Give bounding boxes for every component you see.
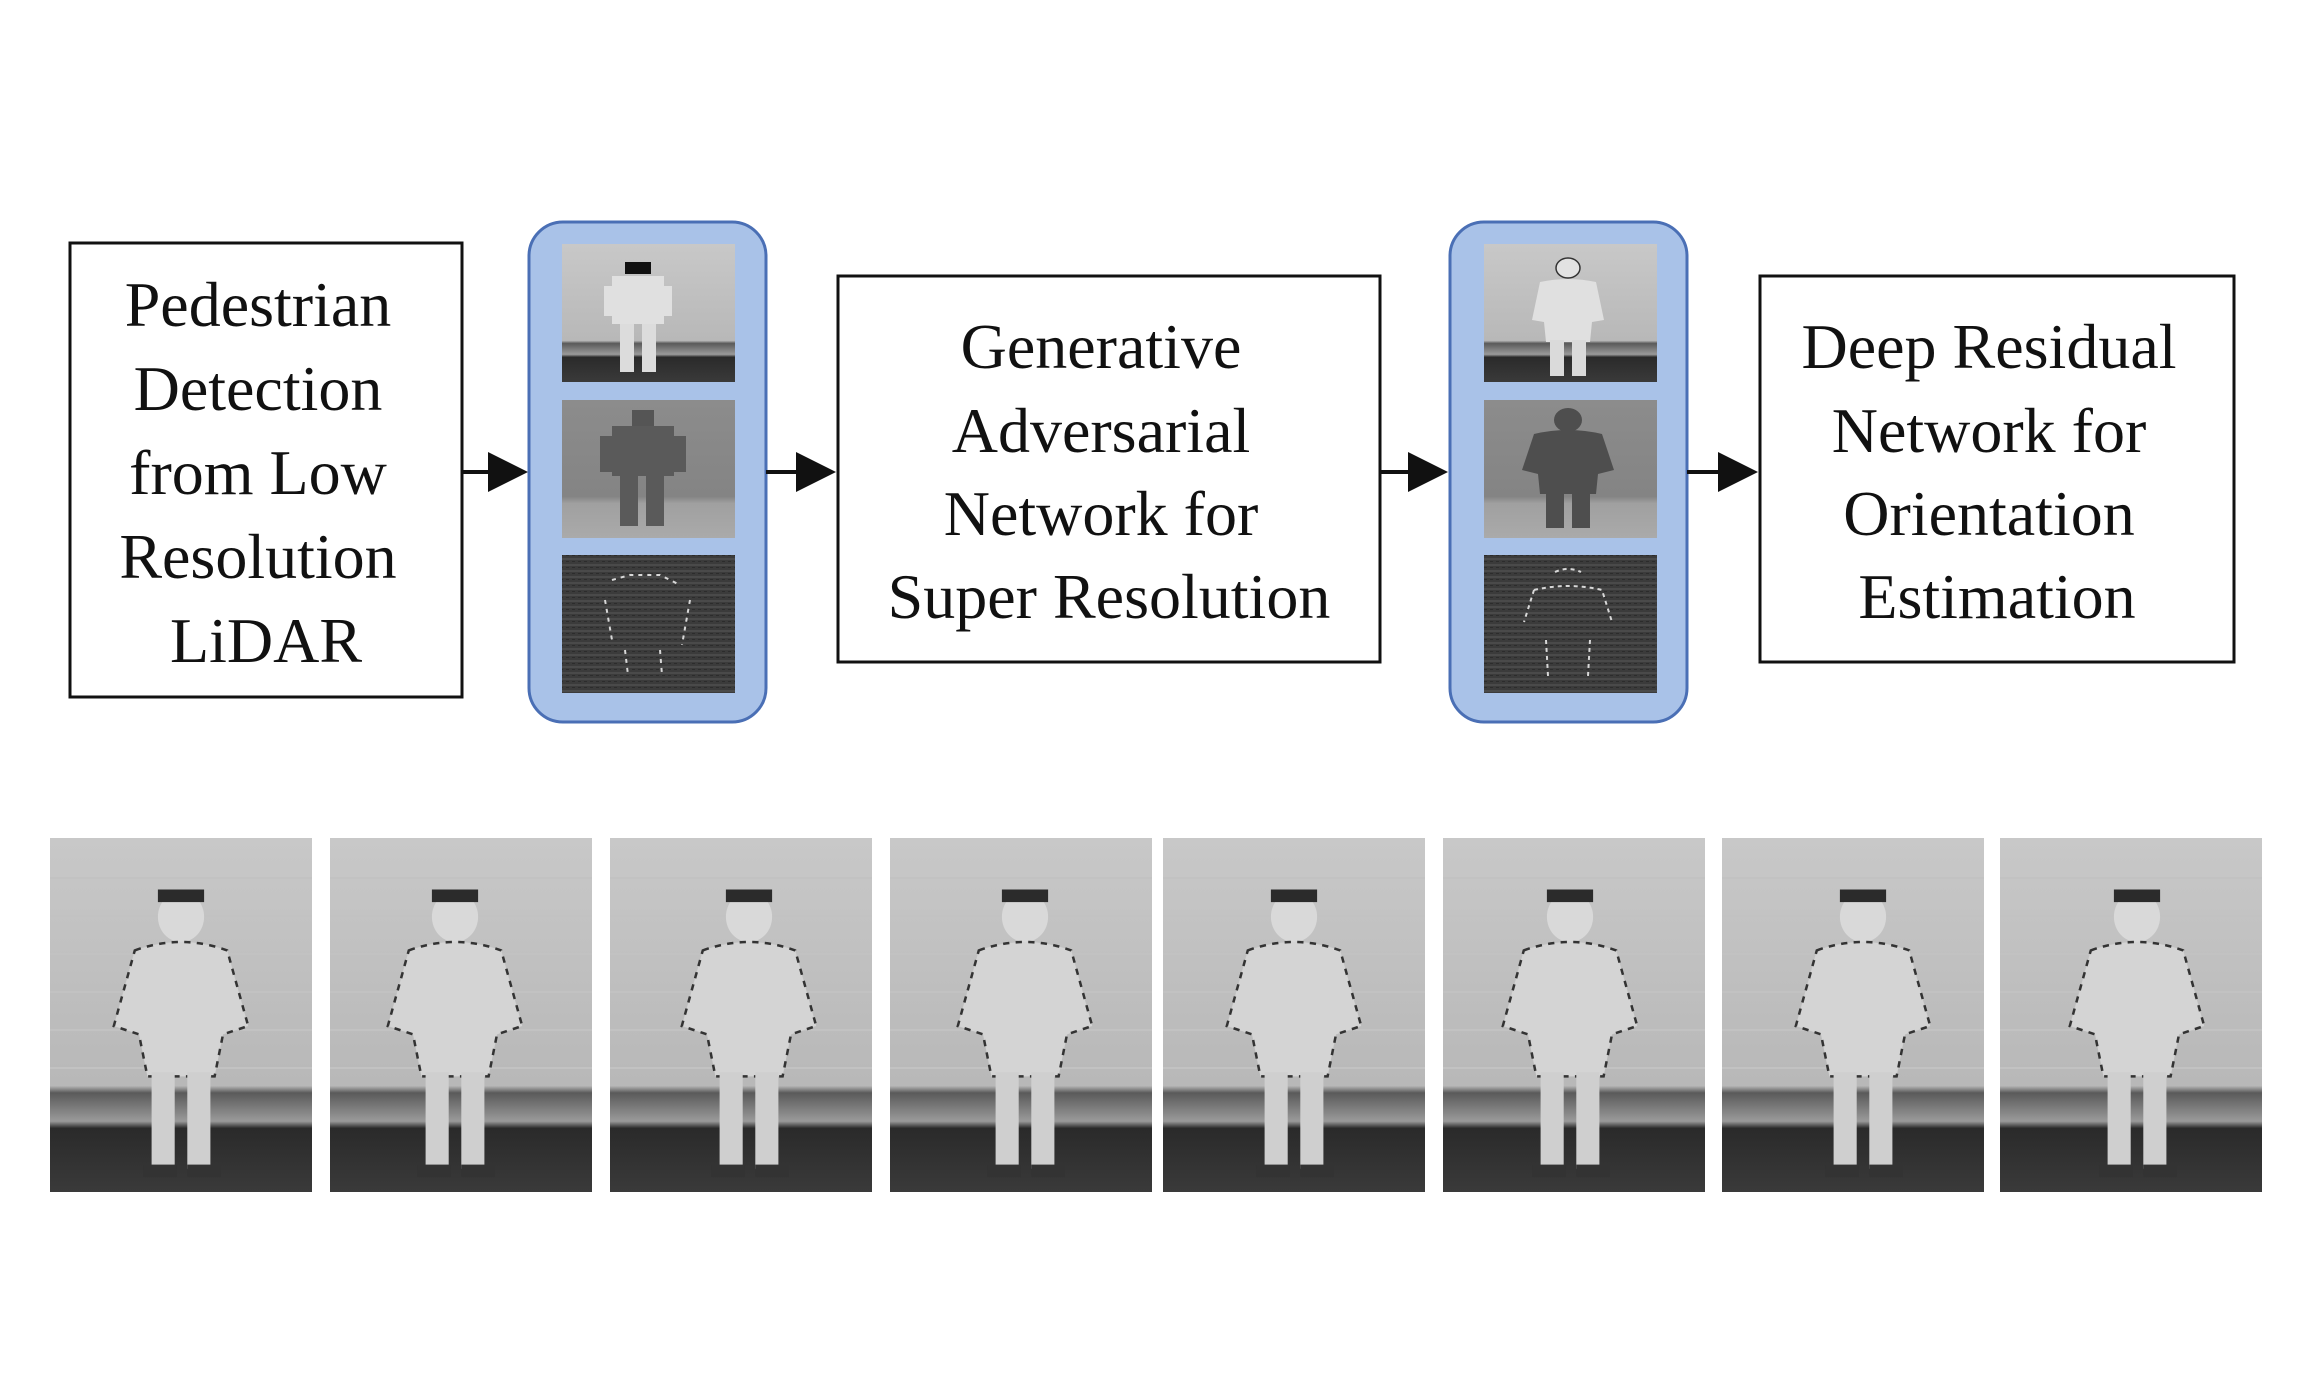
stage3-line-2: Network for [1832,395,2147,466]
super-res-image-stack [1448,220,1689,724]
low-res-image-stack [527,220,768,724]
low-res-range-image [562,400,735,538]
gallery-image-2 [330,838,592,1192]
stage2-box [836,274,1382,664]
low-res-edge-image [562,555,735,693]
stage1-line-3: from Low [129,437,387,508]
pedestrian-gallery [50,838,2262,1192]
stage3-line-4: Estimation [1858,561,2135,632]
gallery-image-4 [890,838,1152,1192]
gallery-image-5 [1163,838,1425,1192]
gallery-image-8 [2000,838,2262,1192]
gallery-image-6 [1443,838,1705,1192]
stage3-title: Deep Residual Network for Orientation Es… [1802,311,2193,632]
super-res-range-image [1484,400,1657,538]
stage2-line-1: Generative [961,311,1242,382]
stage3-box [1758,274,2236,664]
stage2-line-2: Adversarial [952,395,1251,466]
stage1-line-1: Pedestrian [125,269,392,340]
stage1-title: Pedestrian Detection from Low Resolution… [119,269,412,676]
stage3-line-1: Deep Residual [1802,311,2177,382]
stage1-line-4: Resolution [119,521,396,592]
stage1-box [68,241,464,699]
stage2-title: Generative Adversarial Network for Super… [888,311,1331,632]
stage2-line-3: Network for [944,478,1259,549]
stage3-line-3: Orientation [1843,478,2134,549]
gallery-image-1 [50,838,312,1192]
super-res-edge-image [1484,555,1657,693]
stage2-line-4: Super Resolution [888,561,1331,632]
stage1-line-2: Detection [134,353,383,424]
gallery-image-3 [610,838,872,1192]
super-res-intensity-image [1484,244,1657,382]
gallery-image-7 [1722,838,1984,1192]
stage1-line-5: LiDAR [170,605,362,676]
low-res-intensity-image [562,244,735,382]
